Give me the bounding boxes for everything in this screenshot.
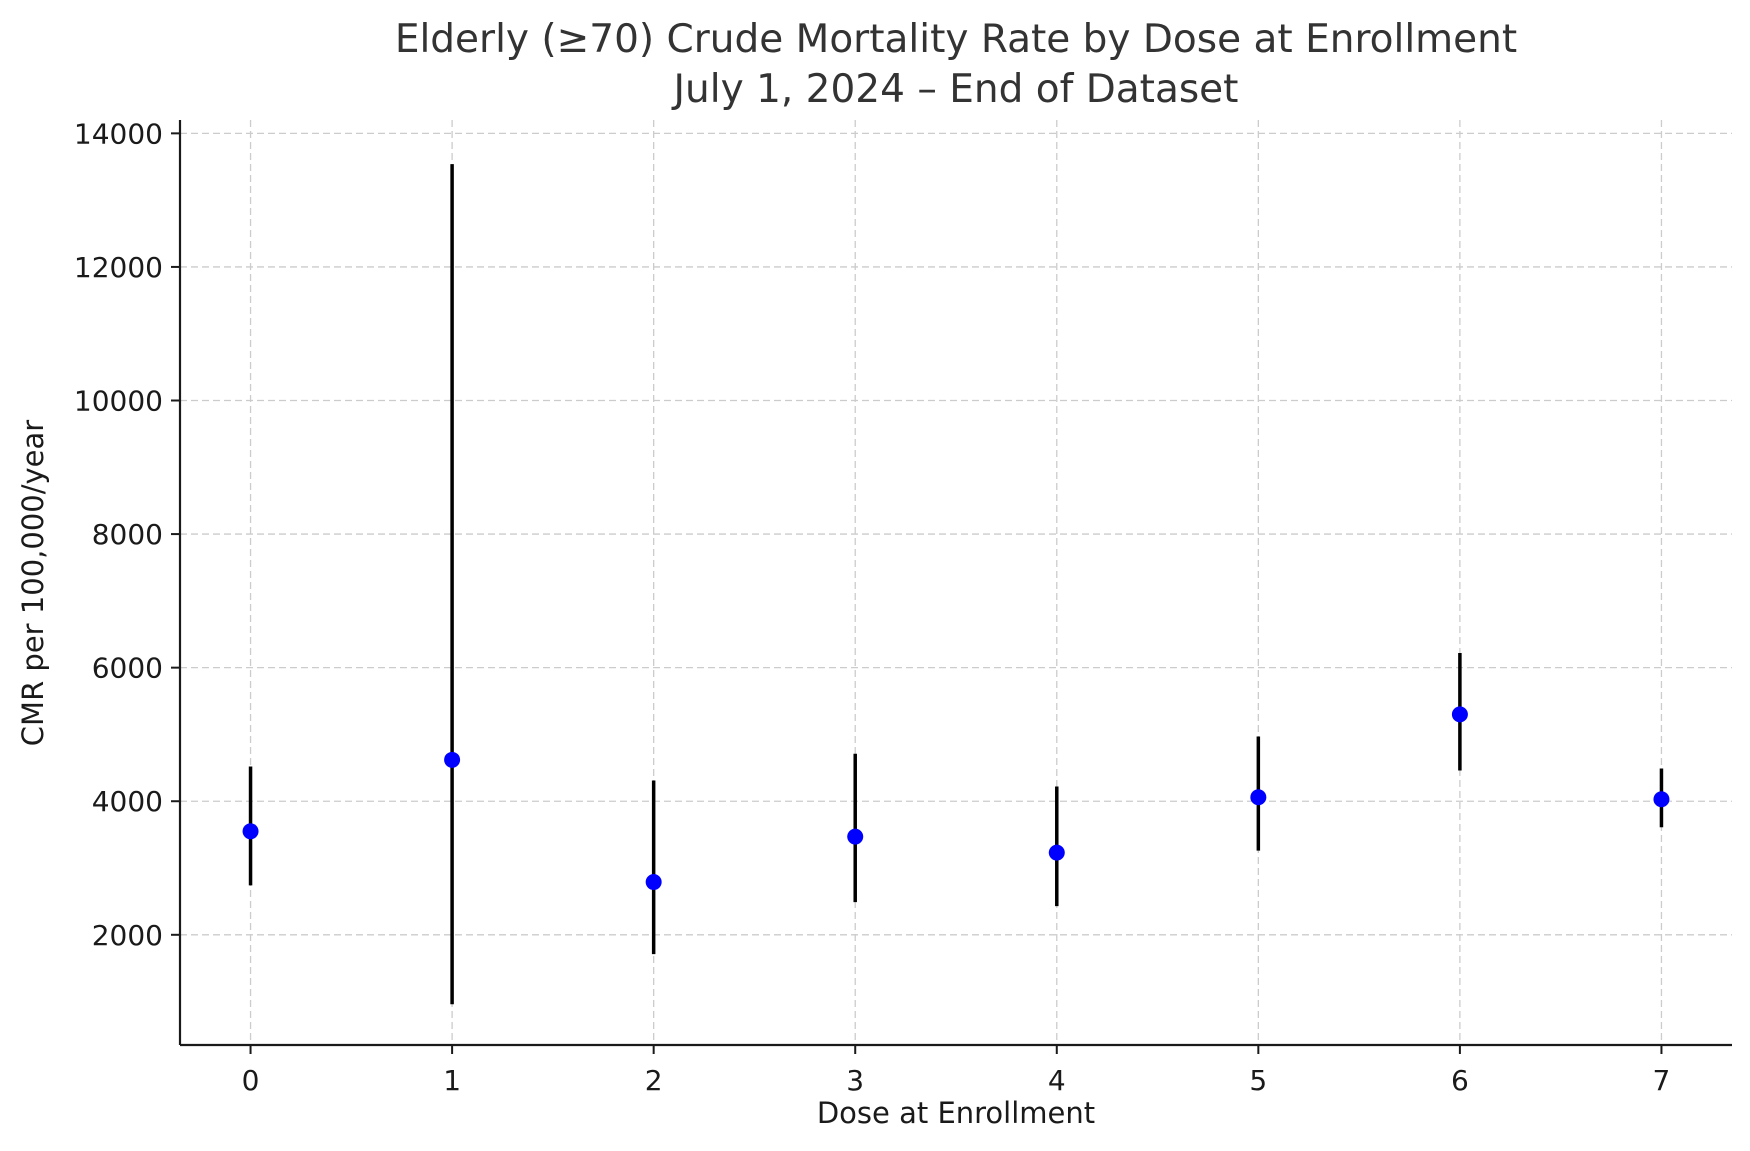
- data-point: [242, 823, 259, 840]
- y-tick-label: 14000: [74, 117, 163, 150]
- data-point: [444, 751, 461, 768]
- error-bars: [248, 164, 1664, 1005]
- y-tick-label: 8000: [92, 518, 163, 551]
- x-tick-label: 0: [242, 1064, 260, 1097]
- axes: 0 1 2 3 4 5 6 7 2000 4000 6000 8000 10000 12000 14000: [74, 117, 1732, 1097]
- x-tick-label: 2: [645, 1064, 663, 1097]
- y-tick-label: 12000: [74, 251, 163, 284]
- y-tick-label: 4000: [92, 785, 163, 818]
- x-tick-label: 5: [1249, 1064, 1267, 1097]
- data-point: [847, 828, 864, 845]
- data-point: [1250, 789, 1267, 806]
- x-tick-label: 6: [1451, 1064, 1469, 1097]
- x-tick-label: 3: [846, 1064, 864, 1097]
- chart-subtitle: July 1, 2024 – End of Dataset: [671, 67, 1239, 112]
- data-point: [1048, 844, 1065, 861]
- y-axis-label: CMR per 100,000/year: [16, 420, 50, 746]
- y-tick-label: 10000: [74, 385, 163, 418]
- data-point: [645, 874, 662, 891]
- x-tick-label: 1: [443, 1064, 461, 1097]
- data-point: [1653, 791, 1670, 808]
- x-axis-label: Dose at Enrollment: [817, 1096, 1095, 1130]
- y-tick-label: 2000: [92, 919, 163, 952]
- chart-title: Elderly (≥70) Crude Mortality Rate by Do…: [395, 17, 1517, 62]
- x-tick-label: 4: [1048, 1064, 1066, 1097]
- data-points: [242, 706, 1670, 891]
- y-tick-label: 6000: [92, 652, 163, 685]
- x-tick-label: 7: [1653, 1064, 1671, 1097]
- grid: [180, 120, 1732, 1045]
- data-point: [1451, 706, 1468, 723]
